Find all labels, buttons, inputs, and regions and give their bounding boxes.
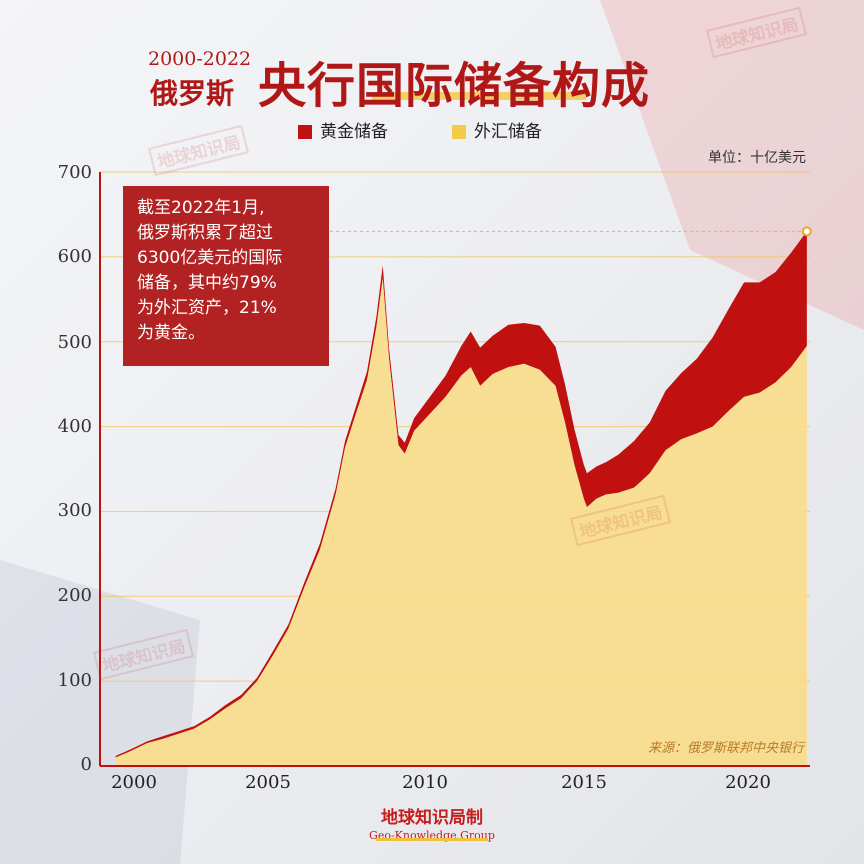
annotation-line: 俄罗斯积累了超过 [137, 223, 273, 243]
legend-label-gold: 黄金储备 [320, 122, 388, 142]
title-years: 2000-2022 [148, 48, 252, 70]
annotation-line: 储备，其中约79% [137, 273, 277, 293]
y-tick-label: 0 [80, 754, 92, 775]
x-tick-label: 2005 [245, 772, 291, 793]
y-tick-label: 500 [57, 332, 92, 353]
annotation-line: 为外汇资产，21% [137, 298, 277, 318]
brand-name: 地球知识局制 [381, 808, 483, 828]
chart-title: 央行国际储备构成 [258, 58, 651, 114]
y-tick-label: 400 [57, 416, 92, 437]
y-tick-label: 200 [57, 585, 92, 606]
annotation-line: 6300亿美元的国际 [137, 248, 283, 268]
legend-item-gold: 黄金储备 [298, 117, 388, 142]
unit-label: 单位：十亿美元 [708, 150, 806, 166]
series-area-fx [115, 278, 807, 766]
annotation-line: 截至2022年1月, [137, 198, 265, 218]
peak-marker [801, 226, 812, 237]
title-country: 俄罗斯 [150, 77, 235, 110]
legend-swatch-gold [298, 125, 312, 139]
y-tick-label: 700 [57, 162, 92, 183]
brand-credit: 地球知识局制 Geo-Knowledge Group [0, 803, 864, 842]
x-tick-label: 2015 [561, 772, 607, 793]
legend-item-fx: 外汇储备 [452, 117, 542, 142]
legend-label-fx: 外汇储备 [474, 122, 542, 142]
annotation-line: 为黄金。 [137, 323, 205, 343]
x-tick-label: 2020 [725, 772, 771, 793]
series-area-gold [115, 231, 807, 758]
x-tick-label: 2000 [111, 772, 157, 793]
brand-underline [376, 838, 488, 841]
legend-swatch-fx [452, 125, 466, 139]
y-tick-label: 100 [57, 670, 92, 691]
x-tick-label: 2010 [402, 772, 448, 793]
source-note: 来源：俄罗斯联邦中央银行 [647, 741, 804, 756]
axes [99, 172, 810, 767]
y-tick-label: 300 [57, 500, 92, 521]
y-tick-label: 600 [57, 246, 92, 267]
chart-title-block: 2000-2022 俄罗斯 央行国际储备构成 [0, 40, 864, 114]
annotation-box: 截至2022年1月, 俄罗斯积累了超过 6300亿美元的国际 储备，其中约79%… [123, 186, 329, 366]
area-series [115, 226, 812, 766]
title-underline [372, 92, 586, 100]
